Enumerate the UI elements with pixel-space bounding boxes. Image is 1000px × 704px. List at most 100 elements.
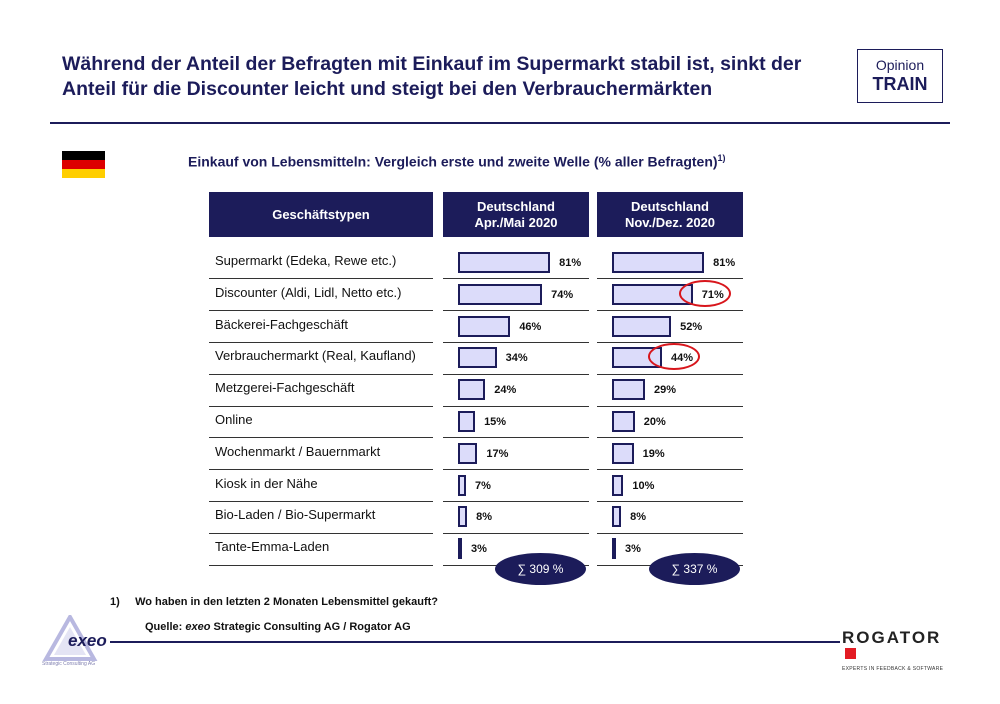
row-separator [597,310,743,312]
bar [612,506,622,528]
row-separator [597,500,743,502]
column-header-wave2: Deutschland Nov./Dez. 2020 [597,192,743,237]
footnote-text: Wo haben in den letzten 2 Monaten Lebens… [135,596,438,608]
row-separator [209,564,433,566]
row-separator [209,341,433,343]
rogator-square-icon [845,648,856,659]
data-label: 8% [630,511,646,524]
bar [612,379,645,401]
row-separator [443,341,589,343]
data-label: 17% [486,447,509,460]
row-separator [597,341,743,343]
chart-title-note: 1) [717,153,726,163]
highlight-circle [648,343,701,371]
chart-title: Einkauf von Lebensmitteln: Vergleich ers… [188,153,726,170]
category-label: Metzgerei-Fachgeschäft [215,380,355,396]
flag-stripe-black [62,151,105,160]
row-separator [443,405,589,407]
footnote-marker: 1) [110,596,120,608]
data-label: 52% [680,320,703,333]
category-label: Discounter (Aldi, Lidl, Netto etc.) [215,284,402,300]
rogator-logo: ROGATOR EXPERTS IN FEEDBACK & SOFTWARE [842,628,952,672]
source-note: Quelle: exeo Strategic Consulting AG / R… [145,621,411,633]
bar [458,411,476,432]
bar [612,252,705,273]
data-label: 3% [471,543,487,556]
data-label: 7% [474,479,491,492]
data-label: 29% [653,384,677,397]
source-prefix: Quelle: [145,621,186,633]
row-separator [209,469,433,471]
data-label: 20% [643,416,666,428]
row-separator [597,532,743,534]
badge-line1: Opinion [875,57,925,73]
rogator-logo-tagline: EXPERTS IN FEEDBACK & SOFTWARE [842,666,944,672]
row-separator [597,469,743,471]
row-separator [209,373,433,375]
footnote: 1) Wo haben in den letzten 2 Monaten Leb… [110,596,438,608]
category-label: Wochenmarkt / Bauernmarkt [215,443,381,459]
category-label: Online [215,412,253,427]
wave2-header-line1: Deutschland [630,198,709,214]
bar [458,506,468,528]
source-brand: exeo [185,621,211,633]
rogator-logo-name: ROGATOR [842,628,942,647]
row-separator [209,278,433,280]
bar [458,379,486,401]
data-label: 3% [625,543,641,556]
bottom-divider [110,641,840,643]
category-label: Kiosk in der Nähe [215,475,318,491]
bar [458,474,466,496]
data-label: 46% [519,320,542,333]
category-label: Bäckerei-Fachgeschäft [215,316,348,332]
exeo-logo: exeo Strategic Consulting AG [40,612,120,675]
wave1-header-line1: Deutschland [476,198,555,214]
bar [458,347,497,369]
category-label: Verbrauchermarkt (Real, Kaufland) [215,348,416,364]
category-label: Bio-Laden / Bio-Supermarkt [215,507,376,523]
column-header-types: Geschäftstypen [209,192,433,237]
bar [612,474,624,496]
data-label: 15% [484,416,507,428]
data-label: 81% [713,257,736,269]
row-separator [597,373,743,375]
row-separator [597,437,743,439]
sum-badge: ∑ 309 % [495,553,586,585]
bar [458,252,551,273]
category-label: Tante-Emma-Laden [215,539,330,555]
data-label: 8% [476,511,492,524]
wave2-header-line2: Nov./Dez. 2020 [624,214,716,230]
flag-stripe-red [62,160,105,169]
bar [458,283,543,305]
data-label: 81% [559,257,582,269]
headline: Während der Anteil der Befragten mit Ein… [62,53,802,100]
row-separator [209,437,433,439]
wave1-header-line2: Apr./Mai 2020 [474,214,558,230]
bar [612,442,634,464]
row-separator [209,500,433,502]
flag-stripe-gold [62,169,105,178]
column-header-wave1: Deutschland Apr./Mai 2020 [443,192,589,237]
bar [612,538,616,560]
data-label: 34% [505,352,528,365]
data-label: 74% [551,288,574,301]
row-separator [443,500,589,502]
row-separator [443,437,589,439]
row-separator [443,532,589,534]
badge-line2: TRAIN [872,74,928,94]
data-label: 24% [494,384,517,397]
highlight-circle [678,279,731,307]
chart-title-text: Einkauf von Lebensmitteln: Vergleich ers… [188,153,718,170]
data-label: 19% [642,447,665,460]
row-separator [443,469,589,471]
exeo-logo-tagline: Strategic Consulting AG [42,661,96,667]
row-separator [209,532,433,534]
row-separator [597,405,743,407]
bar [458,315,511,337]
exeo-logo-name: exeo [68,631,107,650]
row-separator [443,278,589,280]
opinion-train-badge: Opinion TRAIN [857,49,943,103]
top-divider [50,122,950,124]
row-separator [209,310,433,312]
bar [458,442,478,464]
